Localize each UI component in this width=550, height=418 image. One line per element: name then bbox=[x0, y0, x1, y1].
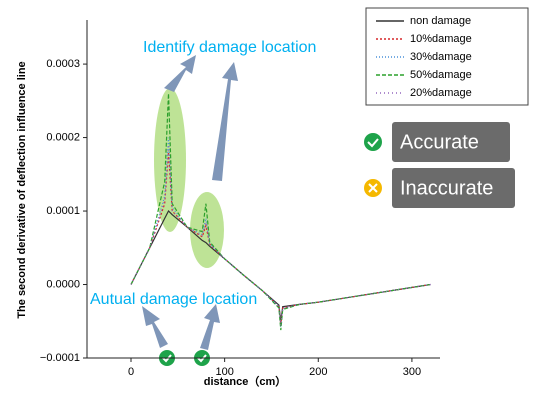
arrows bbox=[142, 55, 238, 350]
arrow bbox=[212, 62, 238, 181]
y-axis-label: The second derivative of deflection infl… bbox=[16, 61, 28, 318]
legend-label: 20%damage bbox=[410, 87, 472, 99]
y-tick-label: 0.0003 bbox=[46, 58, 80, 70]
series-line bbox=[130, 144, 431, 326]
legend-label: 50%damage bbox=[410, 69, 472, 81]
legend-label: 10%damage bbox=[410, 33, 472, 45]
x-tick-label: 300 bbox=[403, 366, 421, 378]
legend: non damage 10%damage 30%damage 50%damage 20%… bbox=[365, 7, 529, 106]
legend-label: non damage bbox=[410, 15, 471, 27]
y-tick-label: 0.0002 bbox=[46, 131, 80, 143]
arrow bbox=[142, 306, 168, 348]
x-tick-label: 200 bbox=[309, 366, 327, 378]
y-tick-label: 0.0001 bbox=[46, 205, 80, 217]
x-axis-label: distance（cm） bbox=[204, 375, 287, 388]
x-tick-label: 0 bbox=[128, 366, 134, 378]
x-tick-label: 100 bbox=[215, 366, 233, 378]
check-icon bbox=[364, 133, 382, 151]
legend-box bbox=[365, 7, 529, 106]
check-mark bbox=[367, 138, 379, 148]
arrow bbox=[200, 304, 220, 350]
tag-box bbox=[392, 168, 515, 208]
series-line bbox=[130, 137, 431, 328]
annotation: Identify damage location bbox=[143, 39, 316, 56]
annotation: Inaccurate bbox=[400, 177, 493, 199]
annotation: Accurate bbox=[400, 131, 479, 153]
y-tick-label: 0.0000 bbox=[46, 278, 80, 290]
tag-box bbox=[392, 122, 510, 162]
highlight-ellipse bbox=[154, 88, 186, 232]
annotation: Autual damage location bbox=[90, 291, 257, 308]
arrow bbox=[164, 55, 196, 92]
y-tick-label: −0.0001 bbox=[40, 352, 80, 364]
check-mark bbox=[197, 354, 207, 363]
cross-mark bbox=[368, 183, 378, 193]
accuracy-tags: Accurate Inaccurate bbox=[159, 122, 515, 366]
legend-label: 30%damage bbox=[410, 51, 472, 63]
check-mark bbox=[162, 354, 172, 363]
